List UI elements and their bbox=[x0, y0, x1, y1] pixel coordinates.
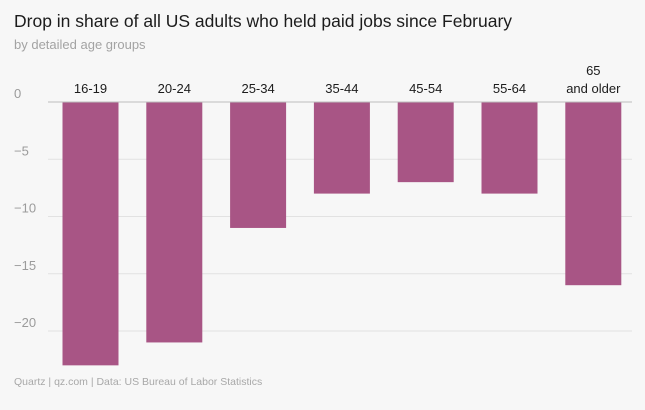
source-footer: Quartz | qz.com | Data: US Bureau of Lab… bbox=[14, 376, 263, 388]
bar-45-54 bbox=[397, 102, 454, 183]
category-label: 25-34 bbox=[241, 81, 274, 96]
bar-20-24 bbox=[146, 102, 203, 343]
bar-chart: 0 −5 −10 −15 −20 16-19 20-24 25-34 35-44 45-54 55… bbox=[14, 63, 632, 366]
category-label: 55-64 bbox=[493, 81, 526, 96]
y-tick-label: −20 bbox=[14, 315, 36, 330]
bar-25-34 bbox=[230, 102, 287, 228]
bars bbox=[62, 102, 622, 366]
category-label: 65 and older bbox=[566, 63, 621, 96]
y-tick-labels: 0 −5 −10 −15 −20 bbox=[14, 86, 36, 330]
bar-16-19 bbox=[62, 102, 119, 366]
bar-55-64 bbox=[481, 102, 538, 194]
category-label: 45-54 bbox=[409, 81, 442, 96]
category-label: 35-44 bbox=[325, 81, 358, 96]
y-tick-label: −10 bbox=[14, 201, 36, 216]
y-tick-label: 0 bbox=[14, 86, 21, 101]
bar-65-and-older bbox=[565, 102, 622, 286]
chart-subtitle: by detailed age groups bbox=[14, 37, 146, 52]
chart-title: Drop in share of all US adults who held … bbox=[14, 11, 513, 31]
category-label: 16-19 bbox=[74, 81, 107, 96]
y-tick-label: −5 bbox=[14, 143, 29, 158]
category-labels: 16-19 20-24 25-34 35-44 45-54 55-64 65 and olde… bbox=[74, 63, 621, 96]
category-label: 20-24 bbox=[158, 81, 191, 96]
bar-35-44 bbox=[313, 102, 370, 194]
y-tick-label: −15 bbox=[14, 258, 36, 273]
